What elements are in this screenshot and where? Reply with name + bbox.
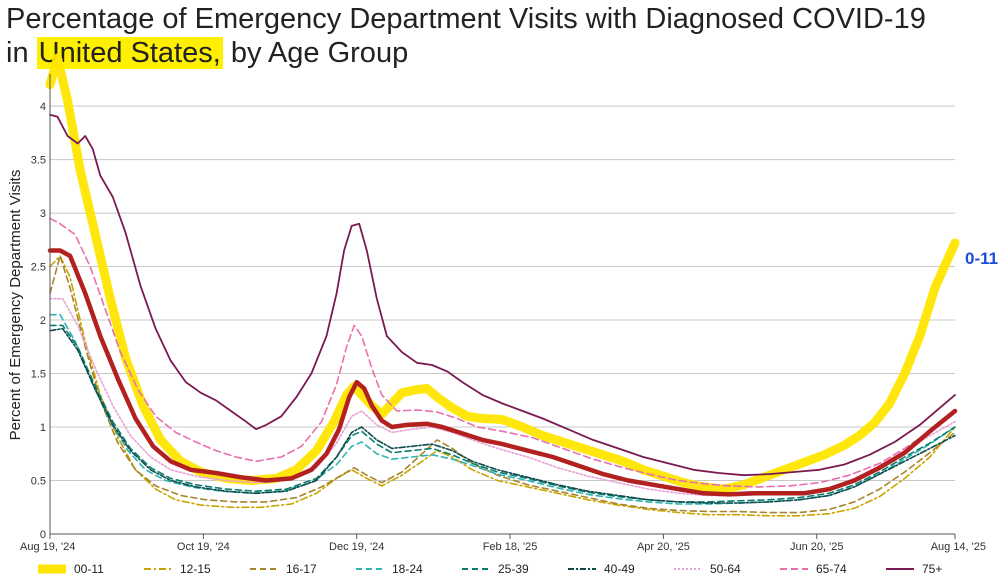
series-line-16-17 — [49, 255, 956, 514]
y-axis-label: Percent of Emergency Department Visits — [7, 170, 24, 441]
legend-item: 65-74 — [780, 562, 847, 576]
series-line-00-11 — [45, 53, 960, 494]
legend-label: 25-39 — [498, 562, 529, 576]
series-line-40-49 — [49, 327, 956, 504]
legend: 00-11 12-15 16-17 18-24 25-39 40-49 50-64 65-74… — [38, 562, 942, 576]
legend-item: 40-49 — [568, 562, 635, 576]
x-tick-label: Dec 19, '24 — [329, 541, 384, 553]
chart-title-highlight: United States, — [36, 37, 223, 69]
legend-item: 18-24 — [356, 562, 423, 576]
legend-label: 75+ — [922, 562, 942, 576]
chart-title-line-1: Percentage of Emergency Department Visit… — [6, 3, 926, 35]
legend-label: 50-64 — [710, 562, 741, 576]
series-line-12-15 — [49, 255, 956, 517]
y-tick-label: 3 — [40, 208, 46, 220]
legend-label: 40-49 — [604, 562, 635, 576]
series-annotation-00-11: 0-11 — [965, 249, 998, 268]
y-tick-label: 1.5 — [31, 369, 46, 381]
series-line-65-74 — [49, 217, 956, 488]
x-tick-label: Aug 14, '25 — [931, 541, 986, 553]
legend-item: 25-39 — [462, 562, 529, 576]
legend-item: 50-64 — [674, 562, 741, 576]
legend-label: 18-24 — [392, 562, 423, 576]
y-tick-label: 1 — [40, 422, 46, 434]
chart-title-line-2: in United States, by Age Group — [6, 36, 926, 70]
x-tick-label: Oct 19, '24 — [177, 541, 230, 553]
chart-title: Percentage of Emergency Department Visit… — [6, 2, 926, 70]
legend-item: 16-17 — [250, 562, 317, 576]
legend-item: 75+ — [886, 562, 942, 576]
series-line-75plus — [49, 113, 956, 477]
legend-label: 16-17 — [286, 562, 317, 576]
series-lines — [45, 53, 960, 517]
x-tick-label: Aug 19, '24 — [20, 541, 75, 553]
series-line-overall — [47, 248, 958, 497]
series-line-25-39 — [49, 324, 956, 503]
axes: 0 0.5 1 1.5 2 2.5 3 3.5 4 Aug 19, '24 Oct 19, '24 D… — [20, 74, 986, 553]
legend-label: 65-74 — [816, 562, 847, 576]
legend-item: 12-15 — [144, 562, 211, 576]
chart-title-suffix: by Age Group — [222, 37, 409, 69]
y-tick-label: 2 — [40, 315, 46, 327]
series-line-18-24 — [49, 313, 956, 505]
chart-title-prefix: in — [6, 37, 37, 69]
x-tick-label: Jun 20, '25 — [790, 541, 843, 553]
legend-label: 12-15 — [180, 562, 211, 576]
legend-item: 00-11 — [38, 562, 104, 576]
y-tick-label: 4 — [40, 101, 46, 113]
y-tick-label: 2.5 — [31, 262, 46, 274]
y-tick-label: 0 — [40, 529, 46, 541]
y-tick-label: 0.5 — [31, 476, 46, 488]
legend-label: 00-11 — [74, 562, 104, 576]
x-tick-label: Feb 18, '25 — [483, 541, 538, 553]
y-tick-label: 3.5 — [31, 155, 46, 167]
x-tick-label: Apr 20, '25 — [637, 541, 690, 553]
